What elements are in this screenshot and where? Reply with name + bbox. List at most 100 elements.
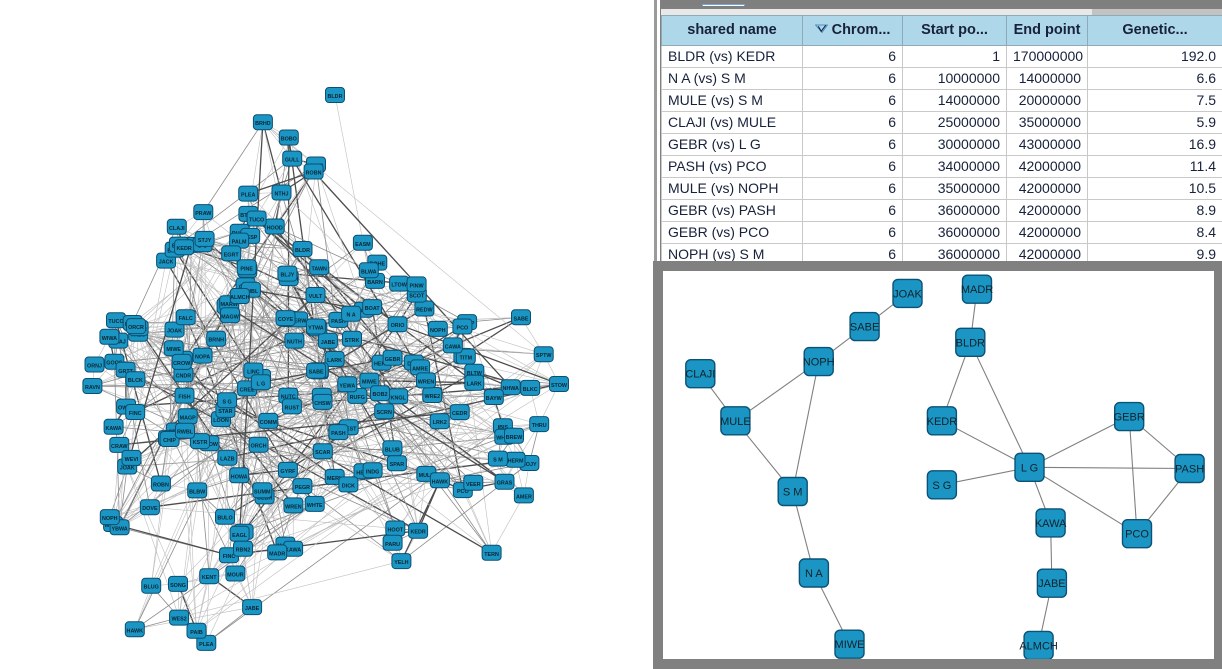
svg-text:RWBL: RWBL [177,430,194,436]
svg-text:PASH: PASH [1175,464,1204,476]
svg-text:PRAW: PRAW [195,211,212,217]
svg-text:NHWA: NHWA [502,386,519,392]
svg-text:EAGL: EAGL [232,533,248,539]
svg-text:MADR: MADR [961,284,993,296]
svg-text:SONG: SONG [170,583,186,589]
svg-text:JABE: JABE [321,340,336,346]
svg-text:TERN: TERN [484,552,499,558]
svg-text:THRU: THRU [532,423,547,429]
svg-text:PLEA: PLEA [199,642,213,648]
svg-text:NOPH: NOPH [102,516,118,522]
svg-text:S G: S G [222,399,231,405]
svg-text:DICK: DICK [342,483,355,489]
svg-text:FISH: FISH [178,395,190,401]
svg-text:CHIP: CHIP [163,438,176,444]
svg-text:MOUR: MOUR [227,573,244,579]
svg-text:BULO: BULO [217,516,232,522]
svg-text:SABE: SABE [514,316,529,322]
svg-text:WHTE: WHTE [307,503,323,509]
svg-text:BLDR: BLDR [328,94,343,100]
svg-text:AMER: AMER [516,494,532,500]
svg-text:GEBR: GEBR [1114,412,1145,424]
svg-text:JOAK: JOAK [120,466,135,472]
svg-text:JOAK: JOAK [893,288,922,300]
svg-text:BREW: BREW [506,435,523,441]
svg-text:BLJY: BLJY [281,273,295,279]
svg-text:BLKC: BLKC [523,387,538,393]
svg-text:MAGW: MAGW [221,314,240,320]
svg-text:CROW: CROW [173,361,191,367]
svg-text:SCOT: SCOT [409,294,425,300]
svg-text:NOPH: NOPH [430,328,446,334]
svg-text:SCRN: SCRN [377,410,392,416]
svg-text:VEER: VEER [466,482,481,488]
svg-text:MAGP: MAGP [180,415,197,421]
svg-text:PCO: PCO [1125,529,1149,541]
svg-text:PAIB: PAIB [190,630,203,636]
svg-text:GULL: GULL [285,158,300,164]
svg-text:LOON: LOON [213,418,229,424]
svg-text:COMM: COMM [260,420,278,426]
svg-text:NOPA: NOPA [195,355,210,361]
svg-text:CLAJI: CLAJI [685,369,715,381]
svg-text:HOOD: HOOD [267,226,283,232]
svg-text:RUFG: RUFG [350,395,365,401]
svg-text:S G: S G [932,480,951,492]
svg-text:PEGR: PEGR [295,485,310,491]
svg-text:BLUG: BLUG [144,585,159,591]
svg-text:CRAW: CRAW [111,444,128,450]
svg-text:LARK: LARK [467,382,482,388]
svg-text:NUTH: NUTH [287,340,302,346]
svg-text:S M: S M [493,458,503,464]
svg-text:BAYW: BAYW [486,396,503,402]
svg-text:BOAT: BOAT [365,306,381,312]
svg-text:PARU: PARU [385,542,400,548]
svg-text:ALMCH: ALMCH [230,295,250,301]
svg-text:PINW: PINW [410,283,425,289]
svg-text:GRAS: GRAS [497,481,513,487]
svg-text:BARN: BARN [367,280,383,286]
svg-text:TITM: TITM [460,356,473,362]
svg-text:KNGL: KNGL [391,395,407,401]
svg-text:YELH: YELH [394,560,408,566]
svg-text:SCAR: SCAR [315,450,330,456]
svg-text:HOOT: HOOT [388,528,404,534]
svg-text:JOAK: JOAK [167,329,182,335]
svg-text:ROBN: ROBN [153,483,169,489]
svg-text:SPAR: SPAR [390,462,405,468]
svg-text:EGRT: EGRT [224,252,240,258]
svg-text:JABE: JABE [245,606,260,612]
svg-text:STRK: STRK [345,338,360,344]
svg-text:KAWA: KAWA [1035,518,1067,530]
svg-text:L G: L G [1021,462,1038,474]
svg-text:FALC: FALC [179,316,193,322]
svg-text:TUCO: TUCO [249,218,264,224]
svg-text:L G: L G [256,381,265,387]
svg-text:MADR: MADR [269,551,285,557]
svg-text:RUST: RUST [285,405,300,411]
svg-text:HOWA: HOWA [231,474,248,480]
svg-text:PASH: PASH [331,431,346,437]
svg-text:SABE: SABE [309,370,324,376]
svg-text:NTHJ: NTHJ [274,192,288,198]
svg-text:WES2: WES2 [171,617,186,623]
svg-text:YTWA: YTWA [308,326,324,332]
svg-text:EASM: EASM [355,242,371,248]
svg-text:WRE2: WRE2 [425,394,441,400]
svg-text:SABE: SABE [850,322,879,334]
svg-text:CHSW: CHSW [314,401,331,407]
svg-text:ALMCH: ALMCH [1019,640,1058,652]
svg-text:PALM: PALM [232,240,247,246]
svg-text:BRHD: BRHD [255,121,271,127]
svg-text:REDW: REDW [416,308,433,314]
svg-text:RBN2: RBN2 [236,548,251,554]
svg-text:KSTR: KSTR [193,440,208,446]
svg-text:KAWA: KAWA [285,548,301,554]
svg-text:KAWA: KAWA [106,426,122,432]
svg-text:WREN: WREN [285,504,302,510]
svg-text:STJY: STJY [198,238,212,244]
svg-text:CLAJI: CLAJI [169,226,185,232]
svg-text:N A: N A [805,568,823,580]
svg-text:BLBW: BLBW [189,489,206,495]
svg-text:FINC: FINC [129,411,142,417]
